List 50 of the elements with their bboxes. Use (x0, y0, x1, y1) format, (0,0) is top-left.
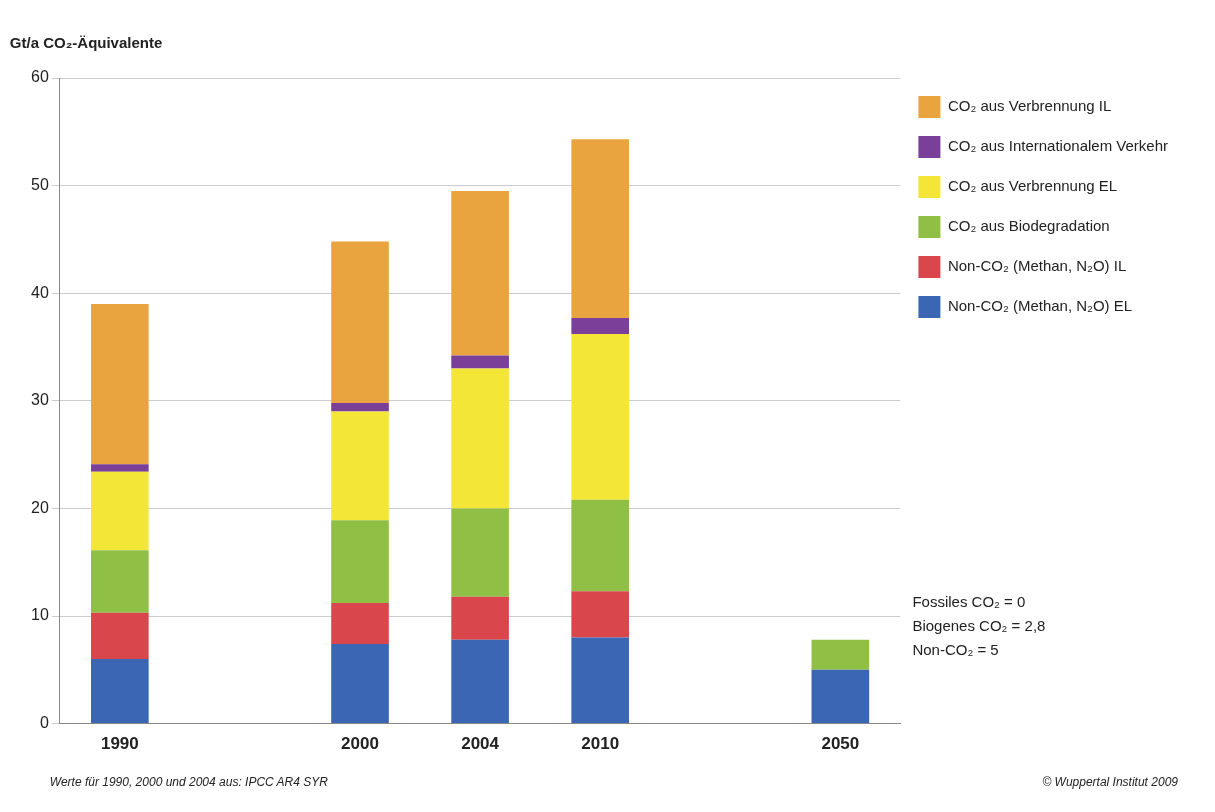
x-tick-label: 1990 (100, 734, 139, 754)
bar (331, 402, 389, 412)
text: Werte für 1990, 2000 und 2004 aus: IPCC AR4 SYR (49, 775, 329, 789)
text: Non-CO₂ = 5 (912, 641, 999, 659)
bar (451, 639, 509, 724)
bar (451, 508, 509, 597)
bar (331, 520, 389, 604)
bar (331, 411, 389, 521)
legend-label: CO₂ aus Biodegradation (947, 217, 1110, 235)
legend-label: CO₂ aus Verbrennung EL (947, 177, 1118, 195)
y-tick-label: 20 (31, 498, 49, 516)
bar (331, 643, 389, 724)
text: © Wuppertal Institut 2009 (1042, 775, 1179, 789)
x-tick-label: 2000 (341, 734, 379, 754)
y-tick-label: 0 (39, 714, 49, 732)
bar (571, 334, 630, 500)
bar (331, 241, 389, 403)
y-tick-label: 50 (31, 176, 49, 194)
bar (811, 639, 870, 670)
x-tick-label: 2010 (581, 734, 620, 754)
bar (571, 499, 630, 592)
bar (91, 471, 149, 551)
legend-label: Non-CO₂ (Methan, N₂O) EL (947, 297, 1133, 315)
bar (331, 603, 389, 644)
y-tick-label: 10 (31, 606, 49, 624)
bar (91, 550, 149, 613)
bar (451, 368, 509, 509)
bar (91, 464, 149, 472)
bar (811, 669, 870, 724)
y-tick-label: 30 (31, 391, 49, 409)
x-tick-label: 2050 (821, 734, 860, 754)
bar (91, 303, 149, 465)
legend-label: Non-CO₂ (Methan, N₂O) IL (947, 257, 1127, 275)
bar (451, 596, 509, 640)
legend-label: CO₂ aus Verbrennung IL (947, 97, 1112, 115)
bar (451, 355, 509, 369)
y-axis-title: Gt/a CO₂-Äquivalente (9, 34, 163, 51)
bar (571, 139, 630, 318)
text: Biogenes CO₂ = 2,8 (912, 617, 1046, 635)
y-tick-label: 60 (31, 68, 49, 86)
bar (91, 659, 149, 724)
y-tick-label: 40 (31, 283, 49, 301)
bar (571, 317, 630, 335)
bar (571, 591, 630, 638)
bar (91, 612, 149, 660)
legend-label: CO₂ aus Internationalem Verkehr (947, 137, 1169, 155)
x-tick-label: 2004 (461, 734, 500, 754)
bar (571, 637, 630, 724)
bar (451, 190, 509, 356)
text: Fossiles CO₂ = 0 (912, 593, 1026, 611)
